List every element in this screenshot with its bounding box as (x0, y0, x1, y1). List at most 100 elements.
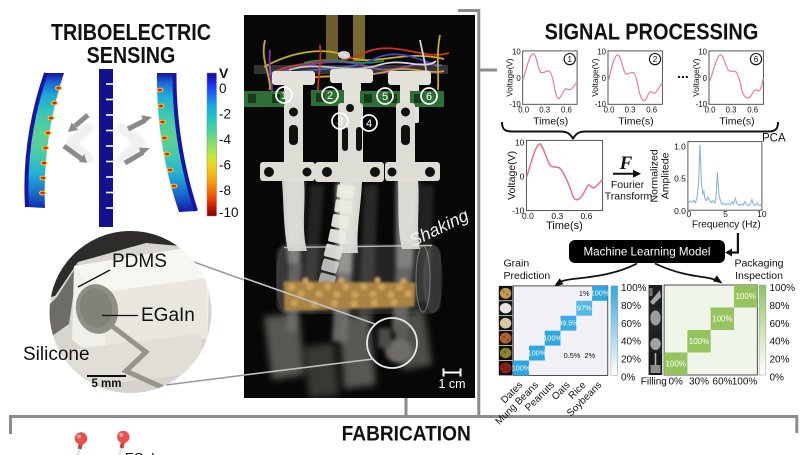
svg-text:2: 2 (653, 54, 658, 64)
svg-text:0: 0 (602, 74, 607, 83)
svg-text:Voltage(V): Voltage(V) (506, 151, 518, 200)
svg-text:99.5%: 99.5% (558, 319, 579, 328)
svg-text:10: 10 (512, 47, 521, 56)
svg-text:60%: 60% (712, 377, 732, 388)
svg-text:PCA: PCA (762, 133, 786, 145)
svg-text:0.3: 0.3 (539, 106, 550, 115)
svg-text:100%: 100% (528, 348, 547, 357)
svg-text:5: 5 (382, 91, 388, 103)
svg-text:0: 0 (703, 74, 708, 83)
svg-text:20%: 20% (770, 355, 790, 366)
svg-text:1: 1 (567, 54, 572, 64)
svg-text:100%: 100% (512, 363, 531, 372)
svg-text:30%: 30% (689, 377, 709, 388)
svg-text:5 mm: 5 mm (91, 378, 121, 390)
svg-text:Filling: Filling (641, 377, 667, 388)
svg-text:SENSING: SENSING (87, 41, 176, 68)
svg-text:Time(s): Time(s) (533, 115, 568, 127)
svg-text:0.6: 0.6 (747, 106, 758, 115)
svg-text:Time(s): Time(s) (719, 115, 754, 127)
svg-text:FABRICATION: FABRICATION (342, 423, 471, 446)
svg-text:Machine Learning Model: Machine Learning Model (584, 246, 711, 259)
svg-text:Silicone: Silicone (23, 344, 90, 365)
svg-text:1 cm: 1 cm (438, 377, 465, 391)
svg-text:6: 6 (426, 91, 432, 103)
svg-text:0.6: 0.6 (646, 106, 657, 115)
svg-text:100%: 100% (621, 283, 647, 294)
svg-text:10: 10 (515, 137, 525, 147)
svg-text:0: 0 (520, 172, 525, 182)
svg-text:100%: 100% (665, 360, 685, 369)
svg-text:0%: 0% (668, 377, 683, 388)
svg-text:F: F (619, 153, 633, 174)
svg-text:Voltage(V): Voltage(V) (591, 58, 600, 97)
svg-text:0%: 0% (621, 373, 636, 384)
svg-text:80%: 80% (621, 301, 641, 312)
svg-text:Packaging: Packaging (734, 258, 783, 270)
svg-text:100%: 100% (770, 283, 796, 294)
svg-text:-10: -10 (512, 206, 525, 216)
svg-text:Inspection: Inspection (735, 270, 783, 282)
svg-text:10: 10 (757, 209, 767, 219)
svg-text:97%: 97% (577, 304, 592, 313)
svg-text:0.3: 0.3 (551, 211, 563, 221)
svg-text:Amplitede: Amplitede (659, 152, 671, 199)
svg-text:Transform: Transform (605, 191, 653, 203)
svg-text:0%: 0% (770, 373, 785, 384)
svg-text:80%: 80% (770, 301, 790, 312)
svg-text:40%: 40% (621, 337, 641, 348)
svg-text:1: 1 (281, 90, 287, 102)
svg-text:100%: 100% (591, 289, 610, 298)
svg-text:-2: -2 (219, 107, 231, 122)
svg-text:Fourier: Fourier (611, 179, 645, 191)
svg-text:Time(s): Time(s) (546, 220, 583, 232)
svg-text:60%: 60% (621, 319, 641, 330)
svg-text:SIGNAL PROCESSING: SIGNAL PROCESSING (545, 18, 759, 45)
svg-text:0.3: 0.3 (625, 106, 636, 115)
svg-text:100%: 100% (735, 292, 755, 301)
svg-text:100%: 100% (543, 334, 562, 343)
svg-text:0.0: 0.0 (705, 106, 717, 115)
svg-text:-10: -10 (696, 100, 708, 109)
svg-text:PDMS: PDMS (112, 251, 167, 272)
svg-text:-10: -10 (509, 100, 521, 109)
svg-text:Prediction: Prediction (504, 270, 551, 282)
svg-text:0.5%: 0.5% (564, 351, 581, 360)
svg-text:-8: -8 (219, 183, 231, 198)
svg-text:0.3: 0.3 (726, 106, 737, 115)
svg-text:10: 10 (597, 47, 606, 56)
svg-text:-10: -10 (219, 205, 239, 220)
svg-text:6: 6 (754, 54, 759, 64)
svg-text:100%: 100% (689, 337, 709, 346)
svg-text:TRIBOELECTRIC: TRIBOELECTRIC (51, 18, 211, 45)
svg-text:0: 0 (219, 81, 227, 96)
svg-text:0: 0 (687, 209, 692, 219)
svg-text:...: ... (677, 65, 689, 81)
svg-text:0.0: 0.0 (674, 206, 686, 216)
svg-text:4: 4 (366, 118, 372, 130)
svg-text:2%: 2% (585, 351, 596, 360)
svg-text:Normalized: Normalized (648, 149, 660, 202)
svg-text:0.6: 0.6 (580, 211, 592, 221)
svg-text:1.0: 1.0 (674, 141, 686, 151)
svg-text:5: 5 (723, 209, 728, 219)
svg-text:EGaIn: EGaIn (125, 450, 162, 455)
svg-text:V: V (219, 65, 229, 81)
svg-text:Time(s): Time(s) (618, 115, 653, 127)
svg-text:0.0: 0.0 (604, 106, 616, 115)
svg-text:100%: 100% (712, 315, 732, 324)
svg-text:Grain: Grain (504, 257, 530, 269)
svg-text:20%: 20% (621, 355, 641, 366)
svg-text:Voltage(V): Voltage(V) (506, 58, 515, 97)
svg-text:0.5: 0.5 (674, 174, 686, 184)
svg-text:2: 2 (327, 90, 333, 102)
svg-text:10: 10 (698, 47, 707, 56)
svg-text:-4: -4 (219, 132, 231, 147)
svg-text:-6: -6 (219, 158, 231, 173)
svg-text:Frequency (Hz): Frequency (Hz) (692, 220, 761, 231)
svg-text:0.0: 0.0 (522, 211, 534, 221)
svg-text:3: 3 (337, 116, 343, 128)
svg-text:40%: 40% (770, 337, 790, 348)
svg-text:-10: -10 (595, 100, 607, 109)
svg-text:Voltage(V): Voltage(V) (692, 58, 701, 97)
